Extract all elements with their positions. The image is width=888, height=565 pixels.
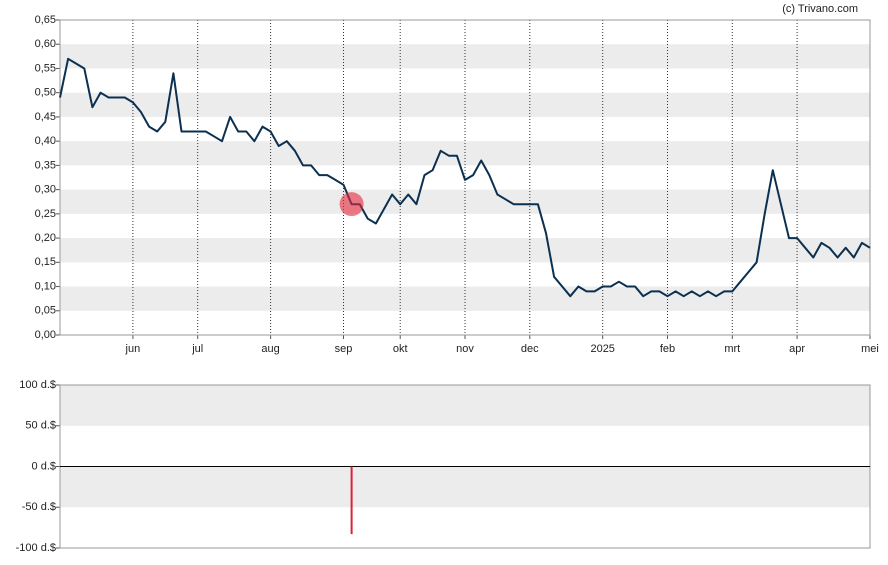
x-tick-label: apr	[789, 343, 805, 355]
grid-band	[60, 238, 870, 263]
y-tick-label: 0,45	[35, 111, 56, 123]
y-tick-label: 0,25	[35, 208, 56, 220]
x-tick-label: jul	[191, 343, 203, 355]
y-tick-label: 50 d.$	[25, 420, 56, 432]
x-tick-label: feb	[660, 343, 675, 355]
grid-band	[60, 189, 870, 214]
source: (c) Trivano.com	[782, 3, 858, 15]
y-tick-label: 0,50	[35, 87, 56, 99]
plot-border	[59, 19, 871, 336]
event-marker	[339, 192, 364, 217]
x-tick-label: aug	[261, 343, 279, 355]
y-tick-label: -100 d.$	[16, 542, 56, 554]
price-line	[59, 57, 871, 298]
x-tick-label: okt	[393, 343, 408, 355]
y-tick-label: 0,20	[35, 232, 56, 244]
y-tick-label: 0,60	[35, 38, 56, 50]
y-tick-label: 0,40	[35, 135, 56, 147]
grid-band	[60, 466, 870, 508]
x-tick-label: mrt	[724, 343, 740, 355]
y-tick-label: 0 d.$	[32, 460, 56, 472]
grid-band	[60, 385, 870, 426]
x-tick-label: mei	[861, 343, 879, 355]
y-tick-label: 0,00	[35, 329, 56, 341]
y-tick-label: 0,65	[35, 14, 56, 26]
x-tick-label: sep	[335, 343, 353, 355]
y-tick-label: 100 d.$	[19, 379, 56, 391]
x-tick-label: jun	[125, 343, 141, 355]
y-tick-label: -50 d.$	[22, 501, 56, 513]
y-tick-label: 0,55	[35, 62, 56, 74]
x-tick-label: 2025	[590, 343, 614, 355]
y-tick-label: 0,15	[35, 256, 56, 268]
x-tick-label: nov	[456, 343, 474, 355]
y-tick-label: 0,10	[35, 280, 56, 292]
x-tick-label: dec	[521, 343, 539, 355]
y-tick-label: 0,35	[35, 159, 56, 171]
y-tick-label: 0,05	[35, 305, 56, 317]
y-tick-label: 0,30	[35, 184, 56, 196]
